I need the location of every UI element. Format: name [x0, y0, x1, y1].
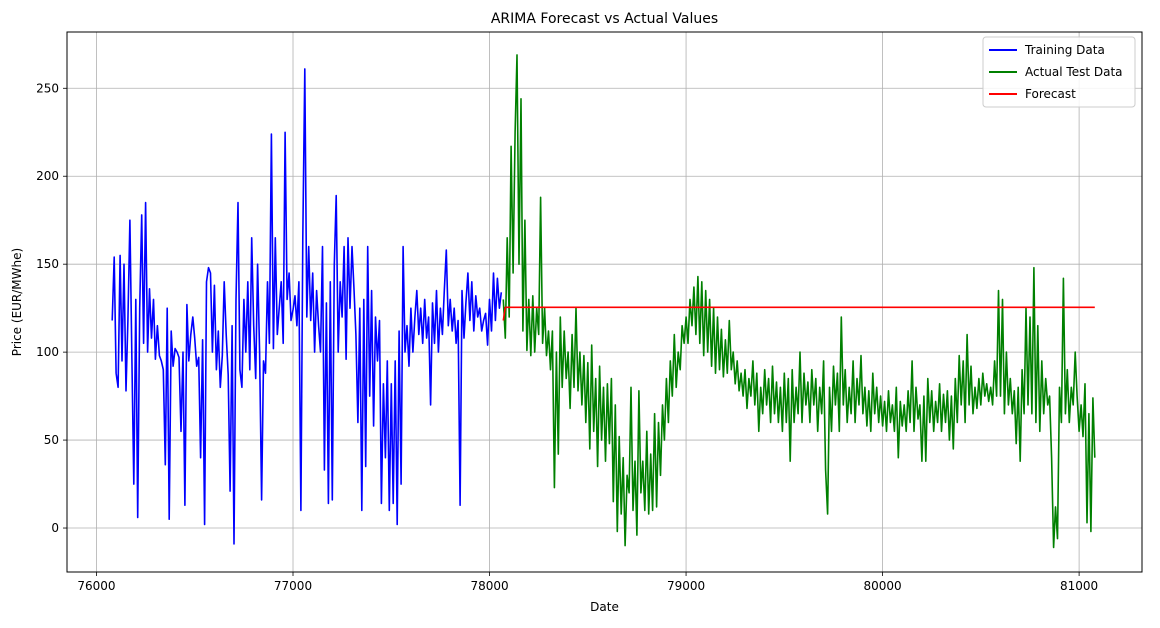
legend-label-training: Training Data [1024, 43, 1105, 57]
y-tick-label: 150 [36, 257, 59, 271]
x-axis-label: Date [590, 600, 619, 614]
chart-title: ARIMA Forecast vs Actual Values [491, 11, 718, 27]
legend-label-actual: Actual Test Data [1025, 65, 1123, 79]
legend: Training Data Actual Test Data Forecast [982, 36, 1136, 108]
series-lines [111, 54, 1096, 549]
x-tick-label: 79000 [667, 579, 705, 593]
grid-lines [67, 32, 1142, 572]
x-tick-label: 80000 [863, 579, 901, 593]
legend-box [982, 36, 1136, 108]
y-tick-label: 250 [36, 81, 59, 95]
y-tick-label: 50 [44, 433, 59, 447]
x-tick-label: 81000 [1060, 579, 1098, 593]
x-tick-label: 78000 [470, 579, 508, 593]
axis-ticks: 76000 77000 78000 79000 80000 81000 0 50 100 150 2… [36, 81, 1098, 593]
plot-frame [66, 31, 1143, 573]
y-axis-label: Price (EUR/MWhe) [10, 248, 24, 356]
y-tick-label: 0 [51, 521, 59, 535]
legend-label-forecast: Forecast [1025, 87, 1076, 101]
series-line-training [111, 68, 503, 545]
x-tick-label: 77000 [274, 579, 312, 593]
x-tick-label: 76000 [77, 579, 115, 593]
series-line-actual [502, 54, 1096, 549]
y-tick-label: 200 [36, 169, 59, 183]
series-line-forecast [502, 306, 1095, 321]
plot-area [67, 32, 1142, 572]
y-tick-label: 100 [36, 345, 59, 359]
